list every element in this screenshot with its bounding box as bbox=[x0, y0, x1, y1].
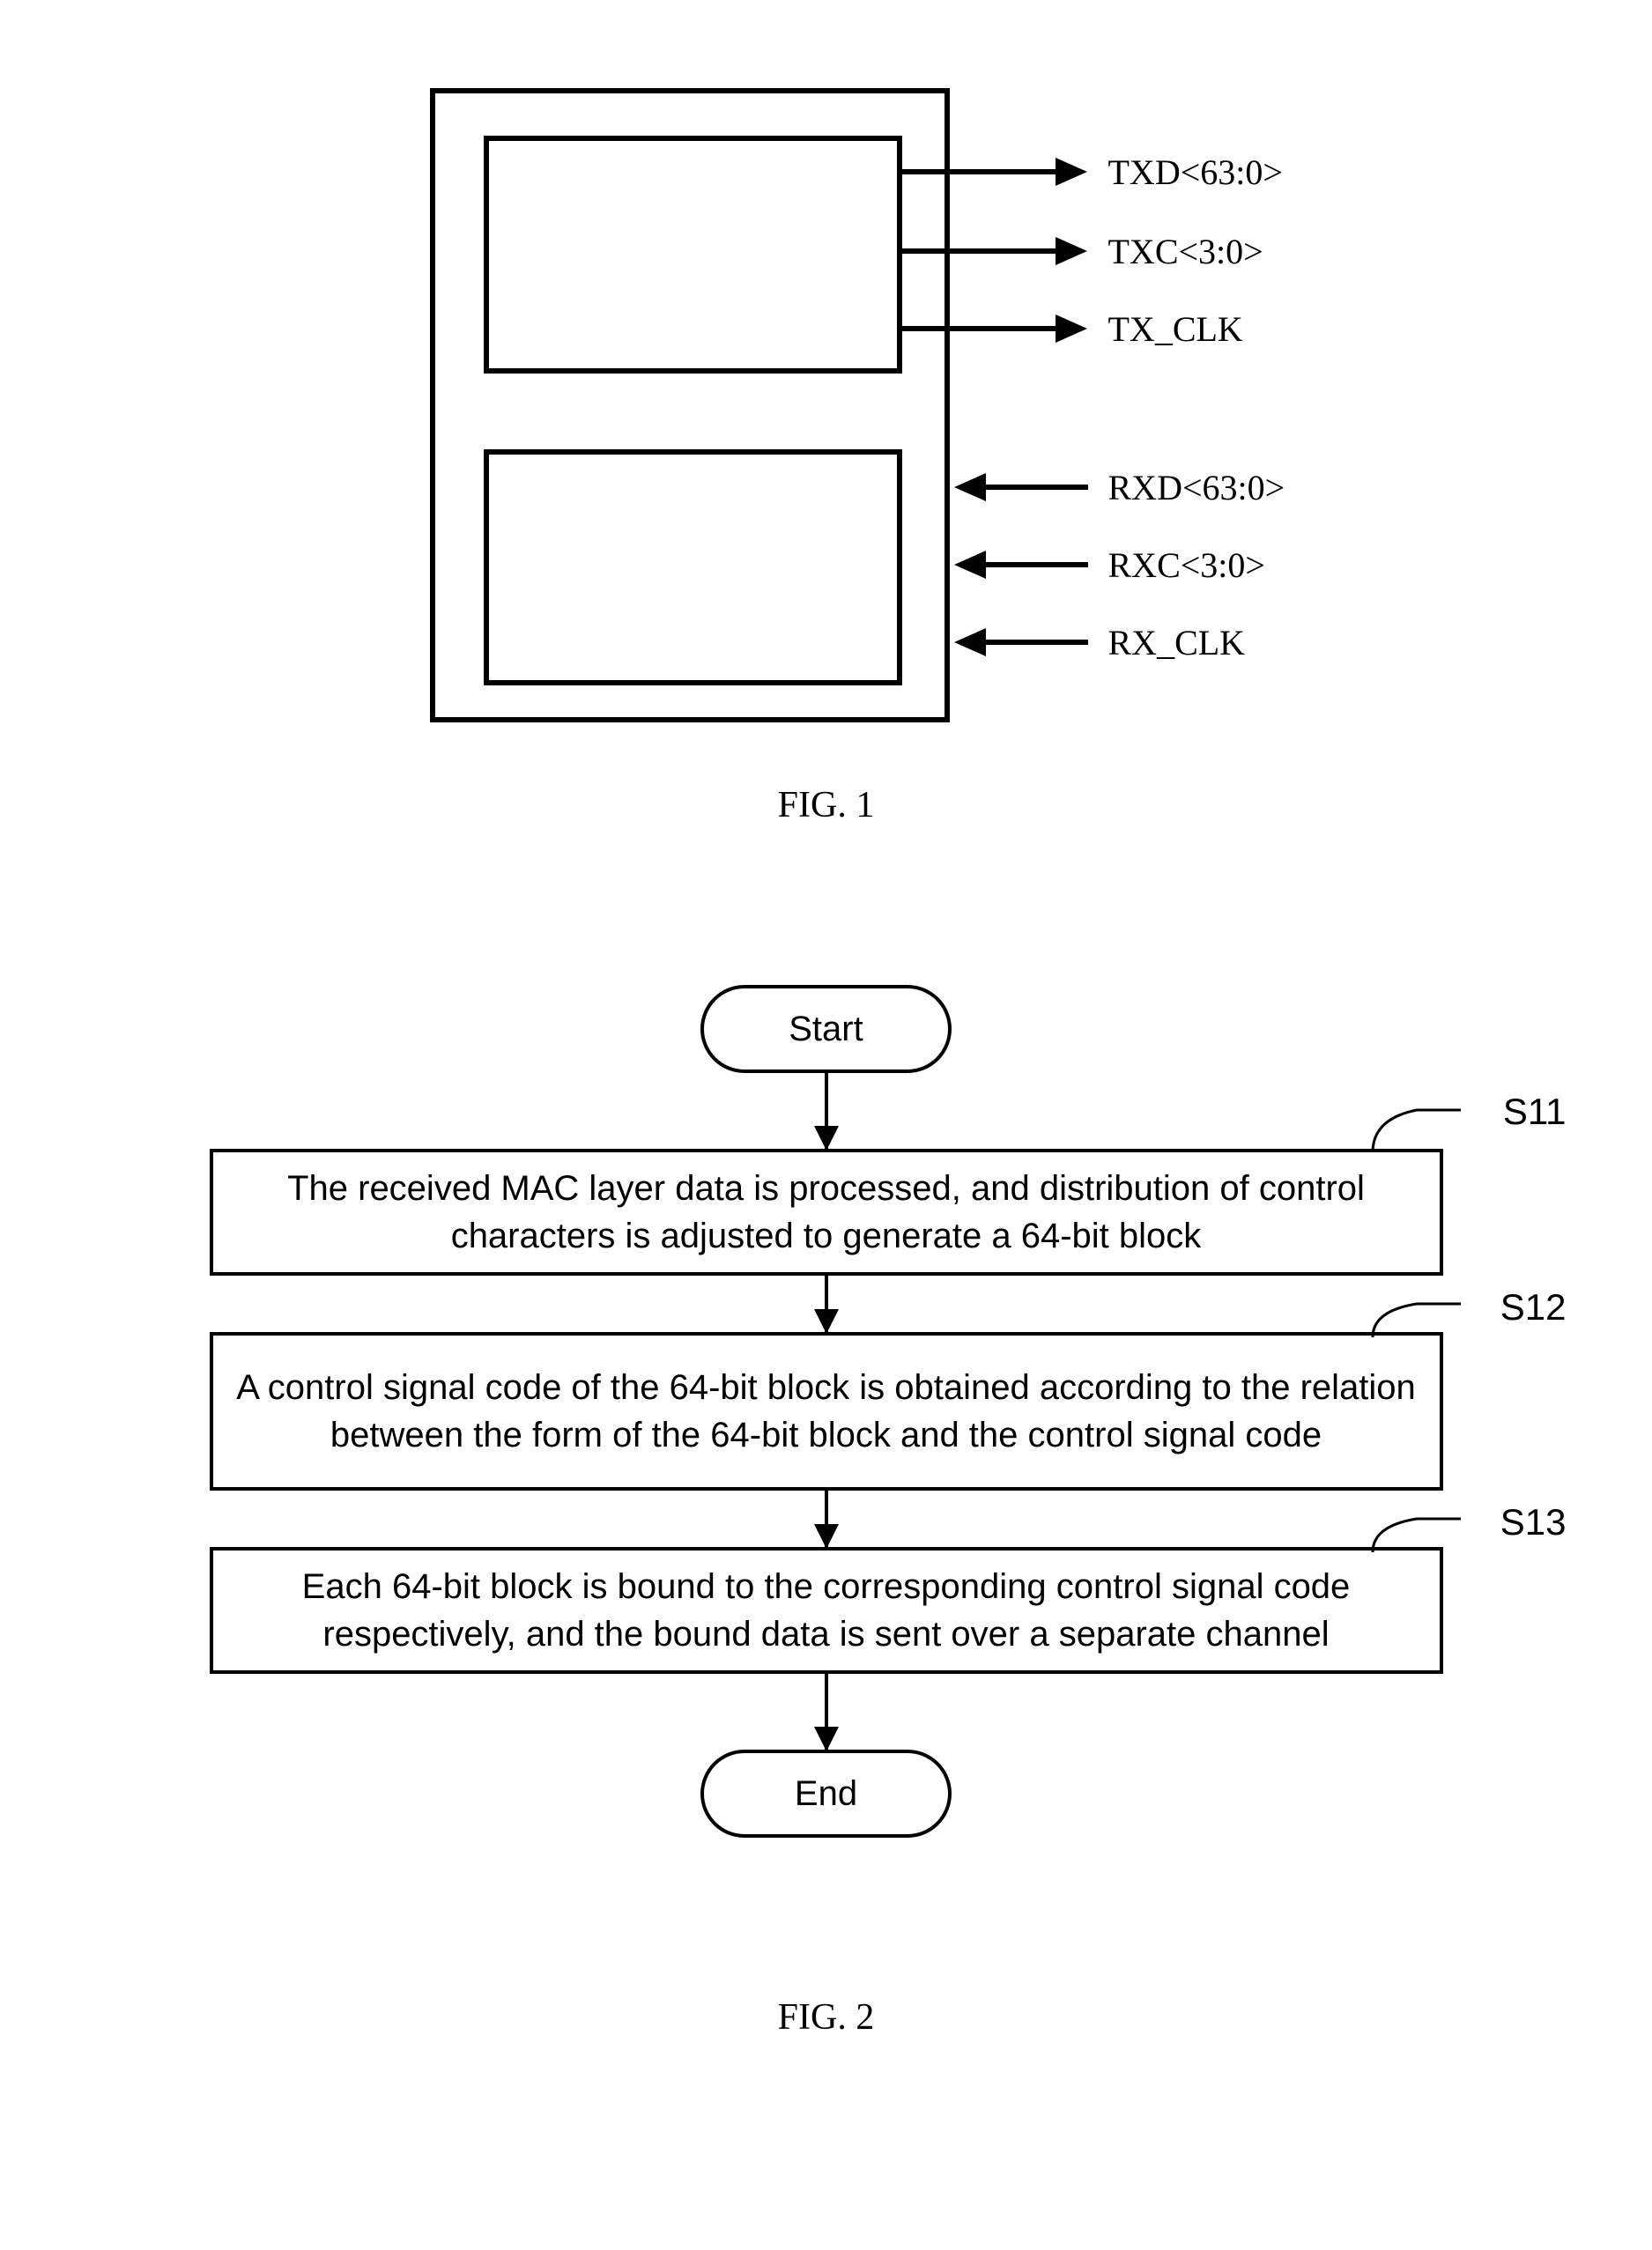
fig2-conn-start-s11 bbox=[825, 1073, 828, 1149]
fig2-end-terminator: End bbox=[700, 1750, 952, 1838]
arrowhead-rxc bbox=[954, 551, 986, 579]
arrowhead-txd bbox=[1056, 158, 1087, 186]
arrow-txclk bbox=[901, 326, 1060, 331]
arrowhead-rxclk bbox=[954, 628, 986, 656]
fig2-conn-s11-s12 bbox=[825, 1276, 828, 1332]
arrow-txd bbox=[901, 169, 1060, 174]
arrow-rxc bbox=[986, 562, 1088, 567]
callout-s12 bbox=[1364, 1277, 1514, 1339]
label-rxclk: RX_CLK bbox=[1108, 622, 1246, 663]
arrowhead-txclk bbox=[1056, 315, 1087, 343]
fig1-rx-box bbox=[484, 449, 902, 685]
fig1-caption: FIG. 1 bbox=[778, 784, 875, 826]
callout-s11 bbox=[1364, 1075, 1514, 1154]
label-txclk: TX_CLK bbox=[1108, 308, 1243, 350]
label-txd: TXD<63:0> bbox=[1108, 152, 1283, 193]
fig2-step-s12-text: A control signal code of the 64-bit bloc… bbox=[231, 1364, 1422, 1459]
arrow-txc bbox=[901, 248, 1060, 254]
fig1-outer-box bbox=[430, 88, 950, 722]
arrow-rxd bbox=[986, 485, 1088, 490]
label-rxd: RXD<63:0> bbox=[1108, 467, 1285, 508]
fig2-conn-s12-s13 bbox=[825, 1491, 828, 1547]
callout-s13 bbox=[1364, 1492, 1514, 1554]
label-rxc: RXC<3:0> bbox=[1108, 544, 1265, 586]
fig1-block-diagram: TXD<63:0> TXC<3:0> TX_CLK RXD<63:0> RXC<… bbox=[342, 88, 1311, 722]
fig2-step-s11: The received MAC layer data is processed… bbox=[210, 1149, 1443, 1276]
fig2-step-s12-id: S12 bbox=[1500, 1286, 1567, 1329]
fig2-start-label: Start bbox=[789, 1010, 863, 1049]
fig2-step-s13-id: S13 bbox=[1500, 1501, 1567, 1543]
arrowhead-rxd bbox=[954, 473, 986, 501]
arrowhead-txc bbox=[1056, 237, 1087, 265]
fig2-start-terminator: Start bbox=[700, 985, 952, 1073]
fig2-conn-s13-end bbox=[825, 1674, 828, 1750]
fig2-caption: FIG. 2 bbox=[778, 1996, 875, 2039]
fig2-step-s13-text: Each 64-bit block is bound to the corres… bbox=[231, 1563, 1422, 1658]
label-txc: TXC<3:0> bbox=[1108, 231, 1263, 272]
fig2-end-label: End bbox=[795, 1774, 857, 1814]
fig2-step-s11-id: S11 bbox=[1503, 1091, 1567, 1133]
fig1-tx-box bbox=[484, 136, 902, 374]
fig2-step-s13: Each 64-bit block is bound to the corres… bbox=[210, 1547, 1443, 1674]
arrow-rxclk bbox=[986, 640, 1088, 645]
fig2-step-s12: A control signal code of the 64-bit bloc… bbox=[210, 1332, 1443, 1491]
fig2-step-s11-text: The received MAC layer data is processed… bbox=[231, 1165, 1422, 1260]
fig2-flowchart: Start The received MAC layer data is pro… bbox=[166, 985, 1487, 1838]
